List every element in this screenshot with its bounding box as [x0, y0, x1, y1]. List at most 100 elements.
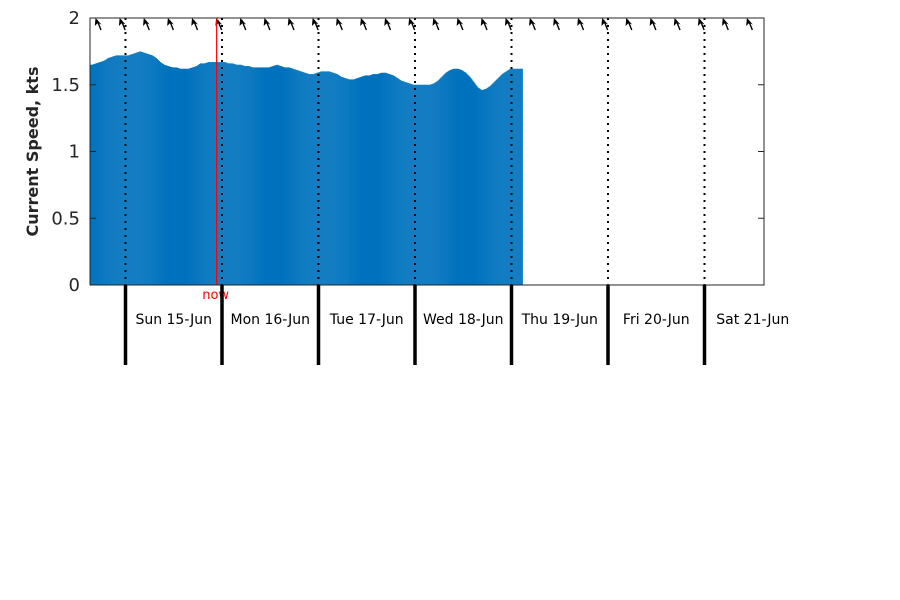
- speed-bar: [207, 62, 209, 285]
- speed-bar: [264, 67, 266, 286]
- speed-bar: [394, 76, 396, 285]
- speed-bar: [448, 70, 450, 285]
- speed-bar: [348, 79, 350, 285]
- speed-bar: [467, 74, 469, 286]
- speed-bar: [371, 74, 374, 286]
- speed-bar: [269, 67, 271, 285]
- speed-bar: [165, 65, 167, 285]
- speed-bar: [158, 61, 160, 285]
- speed-bar: [266, 67, 268, 286]
- day-label: Tue 17-Jun: [329, 312, 404, 328]
- speed-bar: [313, 73, 315, 286]
- speed-bar: [511, 68, 513, 285]
- speed-bar: [127, 55, 129, 285]
- speed-bar: [126, 55, 128, 285]
- speed-bar: [359, 77, 361, 285]
- day-axis: Sun 15-Jun Mon 16-Jun Tue 17-Jun Wed 18-Jun…: [123, 285, 789, 365]
- speed-bar: [406, 82, 408, 285]
- speed-bar: [464, 72, 466, 285]
- speed-bar: [137, 52, 139, 285]
- speed-bar: [505, 71, 507, 286]
- speed-bar: [432, 83, 434, 285]
- speed-bar: [186, 68, 188, 285]
- speed-bar: [336, 74, 338, 285]
- direction-arrow-head: [143, 18, 150, 26]
- speed-bar: [268, 67, 270, 286]
- day-label: Mon 16-Jun: [231, 312, 311, 328]
- direction-arrow-head: [94, 18, 102, 26]
- speed-bar: [112, 56, 114, 285]
- speed-bar: [134, 53, 136, 285]
- speed-bar: [384, 72, 386, 285]
- speed-bar: [343, 77, 345, 286]
- speed-bar: [282, 66, 284, 285]
- speed-bar: [280, 66, 282, 285]
- speed-bar: [473, 82, 475, 285]
- speed-bar: [120, 55, 122, 285]
- speed-bar: [519, 68, 521, 285]
- speed-bar: [451, 69, 453, 286]
- speed-bar: [245, 66, 247, 285]
- speed-bar: [434, 82, 436, 285]
- speed-bar: [302, 72, 304, 285]
- speed-bar: [111, 56, 113, 285]
- speed-bar: [492, 83, 494, 285]
- speed-bar: [491, 84, 493, 285]
- speed-bar: [257, 67, 259, 286]
- speed-bar: [270, 66, 272, 285]
- direction-arrow-head: [746, 18, 753, 26]
- speed-bar: [267, 67, 269, 286]
- speed-bar: [119, 55, 121, 285]
- speed-bar: [474, 83, 476, 285]
- speed-bar: [352, 79, 354, 285]
- speed-bar: [249, 66, 251, 285]
- speed-bar: [452, 69, 454, 285]
- speed-bar: [157, 60, 159, 285]
- speed-bar: [401, 80, 403, 285]
- speed-bar: [132, 53, 134, 286]
- speed-bar: [325, 71, 327, 286]
- speed-bar: [202, 63, 204, 285]
- speed-bar: [123, 55, 125, 285]
- speed-bar: [306, 73, 308, 286]
- speed-bar: [260, 67, 262, 286]
- speed-bar: [486, 88, 488, 285]
- speed-bar: [462, 70, 464, 285]
- speed-bar: [383, 72, 385, 285]
- direction-arrow-head: [553, 18, 560, 26]
- speed-bar: [97, 62, 99, 285]
- speed-bar: [340, 76, 342, 286]
- speed-bar: [477, 87, 479, 285]
- speed-bar: [454, 68, 456, 285]
- direction-arrow-head: [697, 18, 705, 26]
- speed-bar: [285, 67, 287, 286]
- speed-bar: [294, 69, 296, 286]
- speed-bar: [92, 64, 94, 285]
- speed-bar: [311, 74, 313, 285]
- speed-bar: [485, 88, 487, 285]
- speed-bar: [351, 79, 353, 285]
- speed-bar: [161, 63, 163, 285]
- speed-bar: [389, 74, 391, 285]
- speed-bar: [386, 73, 388, 285]
- speed-bar: [345, 78, 347, 285]
- speed-bar: [255, 67, 257, 286]
- speed-bar: [435, 82, 437, 285]
- speed-bar: [362, 76, 365, 285]
- speed-bar: [281, 66, 283, 285]
- speed-bar: [169, 66, 172, 285]
- direction-arrow-head: [287, 18, 295, 26]
- speed-bar: [242, 65, 244, 285]
- speed-bar: [229, 63, 231, 285]
- speed-bar: [356, 78, 358, 285]
- speed-bar: [94, 63, 96, 285]
- speed-bar: [422, 84, 424, 285]
- speed-bar: [244, 66, 246, 285]
- direction-arrow-head: [384, 18, 391, 26]
- speed-bar: [350, 79, 352, 285]
- speed-bar: [162, 64, 164, 285]
- speed-bar: [228, 63, 230, 285]
- speed-bar: [116, 55, 118, 285]
- speed-bar: [295, 69, 297, 285]
- speed-bar: [141, 52, 143, 285]
